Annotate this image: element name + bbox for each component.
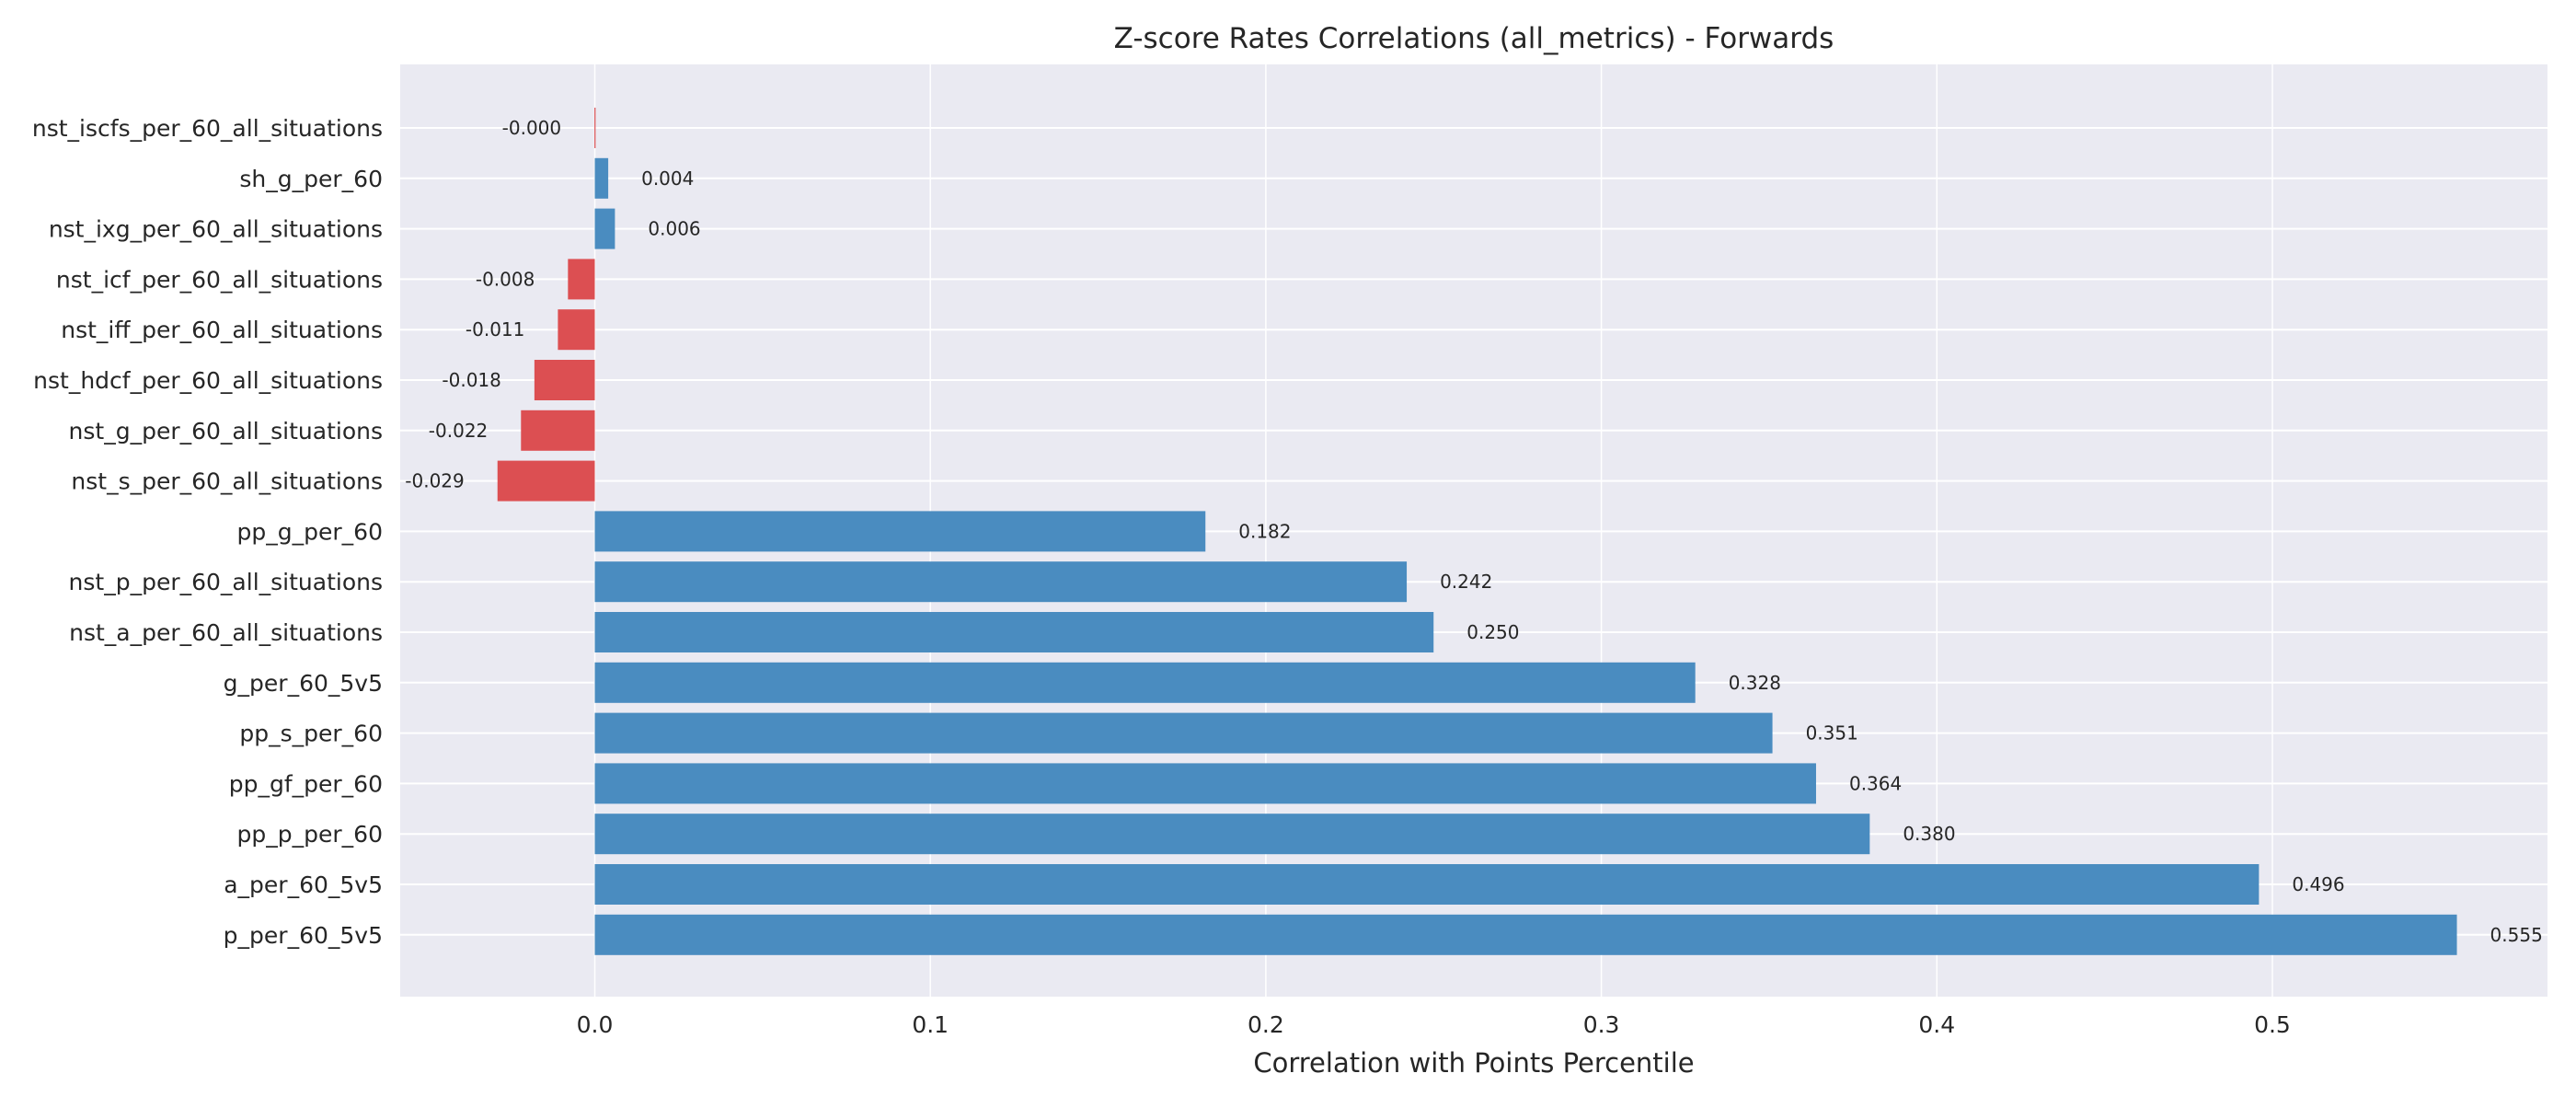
bar: [594, 914, 2457, 955]
bar: [594, 108, 596, 148]
x-tick-label: 0.3: [1583, 1011, 1620, 1038]
bar-value-label: -0.008: [476, 268, 535, 290]
bar-value-label: 0.004: [641, 167, 694, 190]
bar-value-label: -0.011: [466, 318, 524, 340]
bar-value-label: -0.018: [442, 369, 500, 391]
bar: [521, 410, 595, 451]
bar-value-label: 0.351: [1806, 722, 1858, 744]
y-tick-label: g_per_60_5v5: [224, 670, 383, 697]
bar: [594, 814, 1870, 855]
bar-value-label: -0.000: [502, 117, 561, 139]
y-axis-tick-labels: nst_iscfs_per_60_all_situations sh_g_per_…: [32, 115, 383, 949]
bar: [534, 360, 595, 400]
x-tick-label: 0.1: [912, 1011, 949, 1038]
bar: [594, 511, 1206, 552]
y-tick-label: nst_a_per_60_all_situations: [69, 619, 383, 646]
bar: [594, 662, 1696, 703]
x-tick-label: 0.0: [577, 1011, 614, 1038]
bar-value-label: -0.022: [429, 420, 488, 442]
y-tick-label: pp_g_per_60: [237, 518, 383, 545]
bar-value-label: 0.555: [2490, 924, 2543, 946]
bar-value-label: 0.328: [1729, 672, 1781, 694]
bar-value-label: 0.364: [1849, 772, 1902, 794]
value-labels: -0.000 0.004 0.006 -0.008 -0.011 -0.018 -0.022…: [405, 117, 2543, 946]
y-tick-label: nst_icf_per_60_all_situations: [56, 266, 383, 293]
y-tick-label: nst_s_per_60_all_situations: [71, 468, 383, 495]
bar: [558, 309, 595, 351]
y-tick-label: nst_iscfs_per_60_all_situations: [32, 115, 383, 142]
x-tick-label: 0.4: [1918, 1011, 1955, 1038]
bar: [594, 763, 1816, 804]
bar-value-label: 0.250: [1466, 621, 1519, 643]
bar: [594, 561, 1408, 603]
y-tick-label: nst_iff_per_60_all_situations: [61, 317, 383, 343]
bar: [594, 157, 609, 199]
y-tick-label: p_per_60_5v5: [224, 922, 383, 949]
bar: [594, 712, 1773, 754]
y-tick-label: pp_gf_per_60: [229, 770, 383, 797]
y-tick-label: sh_g_per_60: [239, 166, 383, 192]
bar-value-label: 0.242: [1440, 571, 1492, 593]
bar-value-label: 0.380: [1903, 823, 1955, 845]
chart-title: Z-score Rates Correlations (all_metrics)…: [1114, 22, 1834, 55]
y-tick-label: pp_s_per_60: [239, 721, 383, 747]
bar: [594, 612, 1434, 652]
x-tick-label: 0.5: [2254, 1011, 2291, 1038]
bar-value-label: -0.029: [405, 470, 464, 492]
bar-value-label: 0.182: [1238, 520, 1291, 542]
x-axis-label: Correlation with Points Percentile: [1253, 1047, 1694, 1079]
y-tick-label: pp_p_per_60: [237, 821, 383, 848]
bar-value-label: 0.496: [2292, 873, 2344, 895]
bar: [497, 460, 595, 502]
y-tick-label: nst_g_per_60_all_situations: [69, 418, 383, 444]
y-tick-label: a_per_60_5v5: [224, 871, 383, 898]
bar: [568, 259, 595, 300]
bar-value-label: 0.006: [648, 218, 700, 240]
y-tick-label: nst_hdcf_per_60_all_situations: [33, 367, 383, 394]
x-axis-tick-labels: 0.0 0.1 0.2 0.3 0.4 0.5: [577, 1011, 2291, 1038]
bar: [594, 864, 2260, 905]
x-tick-label: 0.2: [1248, 1011, 1284, 1038]
bar: [594, 208, 615, 249]
y-tick-label: nst_p_per_60_all_situations: [69, 569, 383, 595]
bars: [497, 108, 2457, 955]
y-tick-label: nst_ixg_per_60_all_situations: [49, 216, 383, 243]
